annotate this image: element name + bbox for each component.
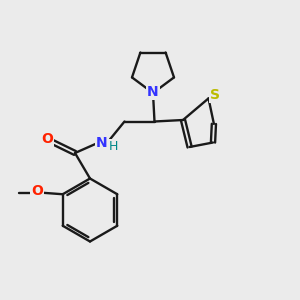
Text: S: S bbox=[210, 88, 220, 102]
Text: H: H bbox=[109, 140, 118, 153]
Text: N: N bbox=[96, 136, 108, 149]
Text: O: O bbox=[31, 184, 43, 198]
Text: O: O bbox=[41, 132, 53, 145]
Text: N: N bbox=[147, 85, 159, 98]
